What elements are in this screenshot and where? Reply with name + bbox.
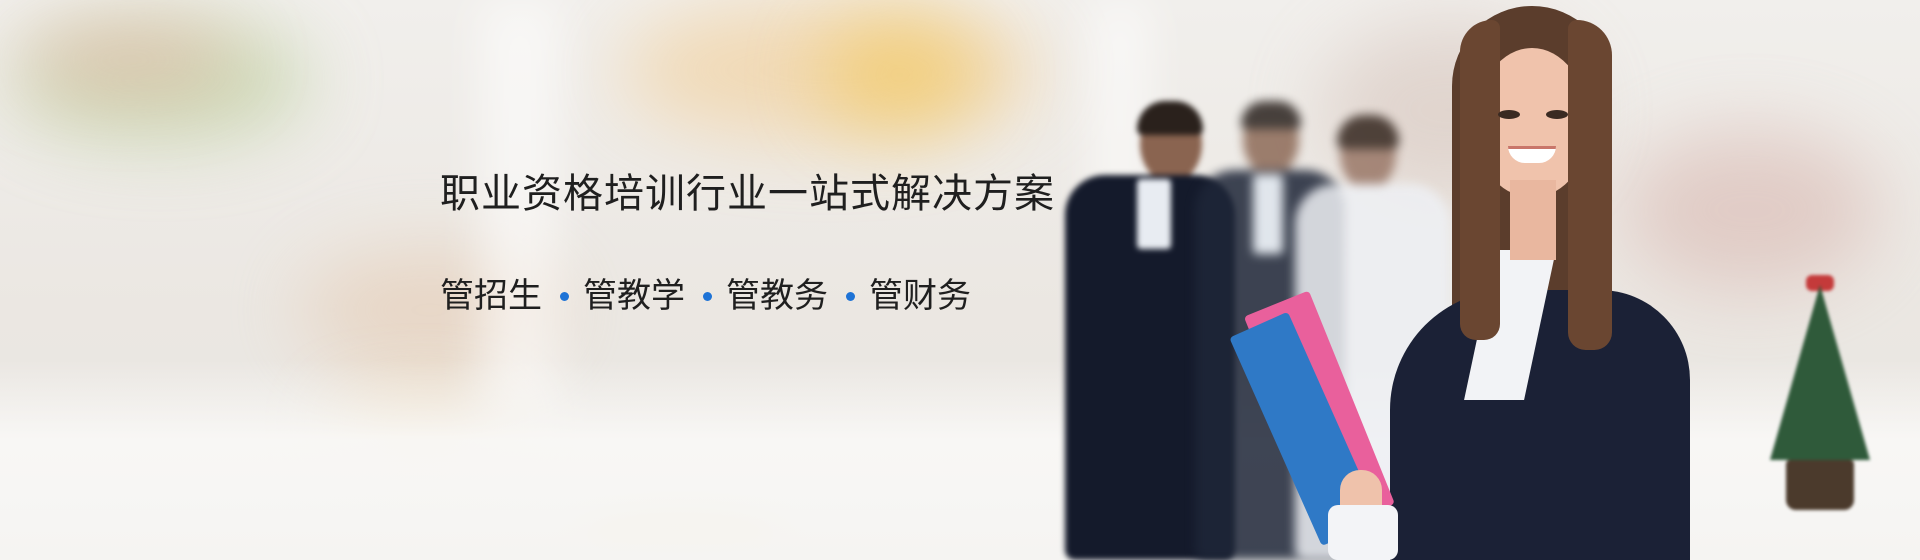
bullet-dot-icon [846, 291, 855, 301]
feature-enrollment: 管招生 [440, 276, 542, 316]
feature-list: 管招生 管教学 管教务 管财务 [440, 272, 971, 320]
woman-holding-folders [1229, 0, 1710, 560]
feature-teaching: 管教学 [583, 276, 685, 316]
feature-academic-affairs: 管教务 [726, 276, 828, 316]
bullet-dot-icon [703, 291, 712, 301]
christmas-tree-icon [1770, 275, 1870, 515]
feature-finance: 管财务 [869, 276, 971, 316]
bullet-dot-icon [560, 291, 569, 301]
banner-headline: 职业资格培训行业一站式解决方案 [440, 171, 1055, 217]
